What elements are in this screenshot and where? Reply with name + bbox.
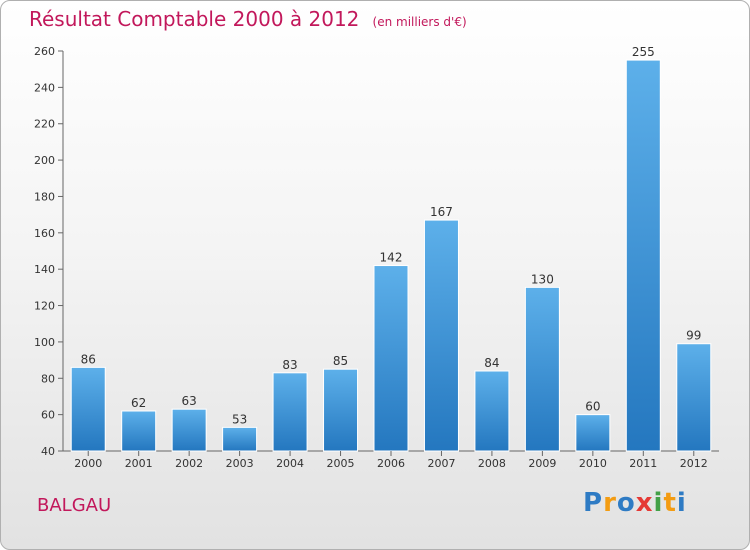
y-tick-label: 240: [34, 81, 55, 94]
y-tick-label: 200: [34, 154, 55, 167]
y-tick-label: 80: [41, 372, 55, 385]
y-tick-label: 40: [41, 445, 55, 458]
bar: [373, 265, 409, 452]
x-tick-label: 2007: [427, 457, 455, 470]
bar: [323, 368, 359, 452]
x-tick-label: 2012: [680, 457, 708, 470]
y-tick-label: 60: [41, 409, 55, 422]
x-tick-label: 2006: [377, 457, 405, 470]
x-tick-label: 2011: [629, 457, 657, 470]
y-tick-label: 260: [34, 45, 55, 58]
x-tick-label: 2005: [327, 457, 355, 470]
x-tick-label: 2003: [226, 457, 254, 470]
bar-value-label: 60: [585, 400, 600, 414]
x-tick-label: 2010: [579, 457, 607, 470]
x-tick-label: 2008: [478, 457, 506, 470]
bar-value-label: 83: [282, 358, 297, 372]
bar: [625, 59, 661, 452]
x-tick-label: 2000: [74, 457, 102, 470]
x-tick-label: 2004: [276, 457, 304, 470]
y-tick-label: 180: [34, 190, 55, 203]
chart-title-main: Résultat Comptable 2000 à 2012: [29, 7, 360, 31]
logo-letter: o: [616, 488, 636, 518]
logo-letter: i: [653, 488, 664, 518]
x-ticks: 2000 2001 2002 2003 2004 2005 2006 2007 2008 2009…: [74, 451, 708, 470]
x-tick-label: 2001: [125, 457, 153, 470]
y-tick-label: 220: [34, 118, 55, 131]
bar: [70, 366, 106, 452]
bar: [272, 372, 308, 452]
chart-unit-note: (en milliers d'€): [372, 15, 467, 29]
bar-value-label: 167: [430, 205, 453, 219]
logo-letter: P: [583, 488, 604, 518]
bar: [575, 414, 611, 452]
chart-title: Résultat Comptable 2000 à 2012 (en milli…: [29, 7, 467, 31]
y-tick-label: 140: [34, 263, 55, 276]
bars: 86 62 63 53 83 85 142 167 84 130 60 255 99: [70, 45, 712, 452]
bar: [171, 408, 207, 452]
commune-name: BALGAU: [37, 495, 112, 516]
bar: [121, 410, 157, 452]
bar-value-label: 53: [232, 412, 247, 426]
bar-value-label: 84: [484, 356, 499, 370]
y-tick-label: 120: [34, 300, 55, 313]
bar: [524, 286, 560, 452]
bar-value-label: 63: [182, 394, 197, 408]
bar: [423, 219, 459, 452]
bar: [474, 370, 510, 452]
bar-value-label: 86: [81, 352, 96, 366]
y-ticks: 40 60 80 100 120 140 160 180 200 220 240 260: [34, 45, 63, 458]
x-tick-label: 2009: [528, 457, 556, 470]
logo-letter: x: [635, 488, 654, 518]
logo-letter: r: [603, 488, 617, 518]
proxiti-logo: Proxiti: [583, 488, 687, 518]
y-tick-label: 160: [34, 227, 55, 240]
bar-value-label: 85: [333, 354, 348, 368]
bar: [676, 343, 712, 452]
bar-value-label: 130: [531, 272, 554, 286]
bar-value-label: 62: [131, 396, 146, 410]
logo-letter: t: [663, 488, 677, 518]
bar-value-label: 255: [632, 45, 655, 59]
bar-value-label: 99: [686, 329, 701, 343]
x-tick-label: 2002: [175, 457, 203, 470]
bar: [222, 426, 258, 452]
bar-value-label: 142: [380, 251, 403, 265]
logo-letter: i: [676, 488, 687, 518]
y-tick-label: 100: [34, 336, 55, 349]
